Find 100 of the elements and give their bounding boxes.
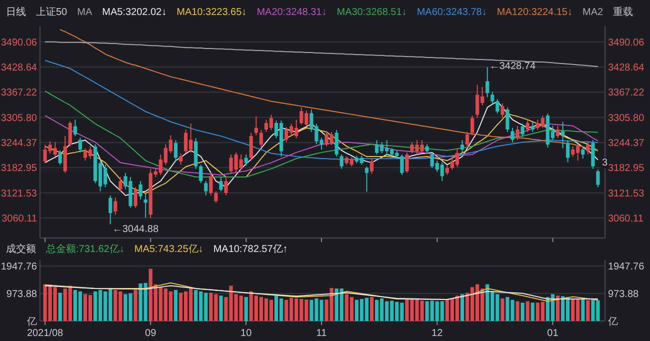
y-tick-label: 3428.64 (0, 62, 38, 74)
y-tick-label: 3367.22 (0, 88, 38, 99)
candlestick (58, 150, 62, 166)
y-tick-label: 3121.53 (0, 188, 38, 200)
x-tick-label: 09 (145, 328, 157, 339)
y-tick-label: 973.88 (6, 289, 38, 300)
text: MA20:3248.31↓ (256, 7, 327, 18)
x-tick-label: 01 (547, 328, 559, 339)
candlestick (591, 140, 595, 170)
y2-tick-label: 3490.06 (608, 37, 645, 48)
bar (58, 292, 62, 321)
y-tick-label: 3182.95 (0, 163, 38, 174)
y2-tick-label: 3244.37 (608, 138, 645, 149)
candlestick (510, 127, 514, 143)
bar (530, 302, 534, 321)
candlestick (78, 137, 82, 153)
bar (500, 298, 504, 321)
bar (526, 301, 530, 321)
candlestick (254, 116, 258, 136)
candlestick (520, 123, 524, 138)
candlestick (114, 196, 118, 216)
candlestick (199, 164, 203, 184)
candlestick (581, 146, 585, 160)
candlestick (405, 152, 409, 174)
candlestick (530, 121, 534, 132)
y2-tick-label: 973.88 (608, 289, 640, 300)
text: 重载 (613, 6, 634, 18)
text: MA5:743.25亿↓ (134, 244, 204, 255)
candlestick (556, 125, 560, 139)
candlestick (219, 176, 223, 192)
candlestick (209, 172, 213, 196)
candlestick (490, 91, 494, 104)
candlestick (400, 154, 404, 176)
chart-title: 日线 (6, 6, 26, 18)
candlestick (244, 154, 248, 166)
candlestick (364, 166, 369, 192)
bar (244, 297, 248, 321)
candlestick (134, 186, 138, 208)
candlestick (516, 125, 520, 141)
text: 总金额:731.62亿↓ (45, 243, 124, 255)
x-tick-label: 11 (316, 328, 328, 339)
y-tick-label: 3244.37 (0, 138, 38, 149)
candlestick (144, 192, 148, 218)
bar (586, 300, 590, 321)
y-tick-label: 3490.06 (0, 37, 38, 48)
y2-tick-label: 3060.11 (608, 213, 644, 224)
candlestick (500, 102, 504, 118)
candlestick (259, 129, 263, 148)
candlestick (506, 106, 510, 132)
text: MA10:782.57亿↑ (213, 244, 288, 255)
annotation: 3 (602, 157, 608, 168)
candlestick (178, 152, 183, 166)
candlestick (214, 190, 218, 204)
bar (516, 301, 520, 321)
annotation: ←3428.74 (489, 60, 536, 72)
candlestick (174, 140, 178, 162)
candlestick (249, 132, 253, 162)
candlestick (138, 180, 142, 200)
candlestick (68, 120, 72, 147)
x-tick-label: 12 (432, 328, 444, 339)
y2-tick-label: 3305.80 (608, 112, 645, 124)
text: MA30:3268.51↓ (336, 7, 407, 18)
candlestick (486, 66, 490, 98)
bar (556, 296, 560, 321)
y-tick-label: 1947.76 (0, 262, 38, 273)
text: MA2 (582, 7, 604, 18)
annotation: ←3044.88 (112, 224, 159, 236)
bar (581, 300, 585, 321)
bar (520, 302, 524, 321)
text: MA10:3223.65↓ (176, 7, 247, 18)
candlestick (370, 158, 374, 174)
y2-tick-label: 3121.53 (608, 188, 645, 200)
bar (174, 290, 178, 321)
chart-title: 成交额 (6, 243, 36, 255)
candlestick (445, 165, 449, 176)
y2-tick-label: 亿 (607, 316, 618, 328)
candlestick (586, 142, 590, 155)
y2-tick-label: 3428.64 (608, 62, 645, 74)
text: MA60:3243.78↓ (416, 7, 487, 18)
candlestick (566, 140, 570, 163)
candlestick (526, 119, 530, 132)
legend-title: MA (77, 7, 92, 18)
y-tick-label: 3305.80 (0, 112, 38, 124)
bar (134, 290, 138, 321)
candlestick (460, 140, 464, 153)
candlestick (224, 177, 228, 196)
y2-tick-label: 3182.95 (608, 163, 645, 174)
chart-subtitle: 上证50 (36, 6, 68, 18)
candlestick (340, 154, 344, 170)
text: MA120:3224.15↓ (496, 7, 572, 18)
candlestick (73, 119, 77, 137)
bar (219, 296, 223, 321)
candlestick (496, 98, 500, 114)
bar (460, 294, 464, 321)
candlestick (596, 169, 600, 188)
y-tick-label: 亿 (26, 316, 37, 328)
bar (370, 297, 374, 321)
x-tick-label: 2021/08 (26, 328, 64, 339)
candlestick (334, 129, 338, 158)
text: MA5:3202.02↓ (102, 7, 167, 18)
